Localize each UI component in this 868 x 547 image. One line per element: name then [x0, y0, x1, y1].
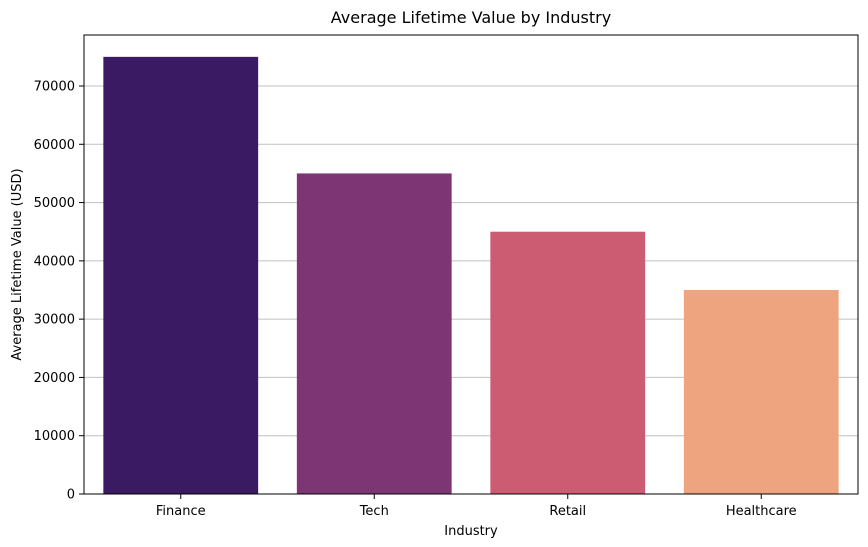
y-tick-label: 20000	[34, 371, 75, 386]
bar-retail	[490, 231, 646, 494]
y-axis-ticks: 0 10000 20000 30000 40000 50000 60000 70000	[34, 80, 84, 503]
y-tick-label: 70000	[34, 80, 75, 95]
x-tick-label: Tech	[359, 504, 389, 519]
x-tick-label: Retail	[549, 504, 586, 519]
bar-healthcare	[683, 290, 839, 494]
x-tick-label: Finance	[156, 504, 206, 519]
y-tick-label: 10000	[34, 429, 75, 444]
y-tick-label: 0	[67, 488, 75, 503]
bar-tech	[296, 173, 452, 494]
y-tick-label: 30000	[34, 313, 75, 328]
x-axis-label: Industry	[444, 524, 498, 539]
x-axis-ticks: Finance Tech Retail Healthcare	[156, 494, 797, 519]
bar-finance	[103, 56, 259, 494]
bars	[103, 56, 839, 494]
y-tick-label: 40000	[34, 254, 75, 269]
y-tick-label: 60000	[34, 138, 75, 153]
x-tick-label: Healthcare	[726, 504, 797, 519]
plot-frame	[83, 34, 859, 495]
chart-title: Average Lifetime Value by Industry	[331, 8, 611, 27]
y-tick-label: 50000	[34, 196, 75, 211]
y-axis-label: Average Lifetime Value (USD)	[10, 168, 25, 360]
